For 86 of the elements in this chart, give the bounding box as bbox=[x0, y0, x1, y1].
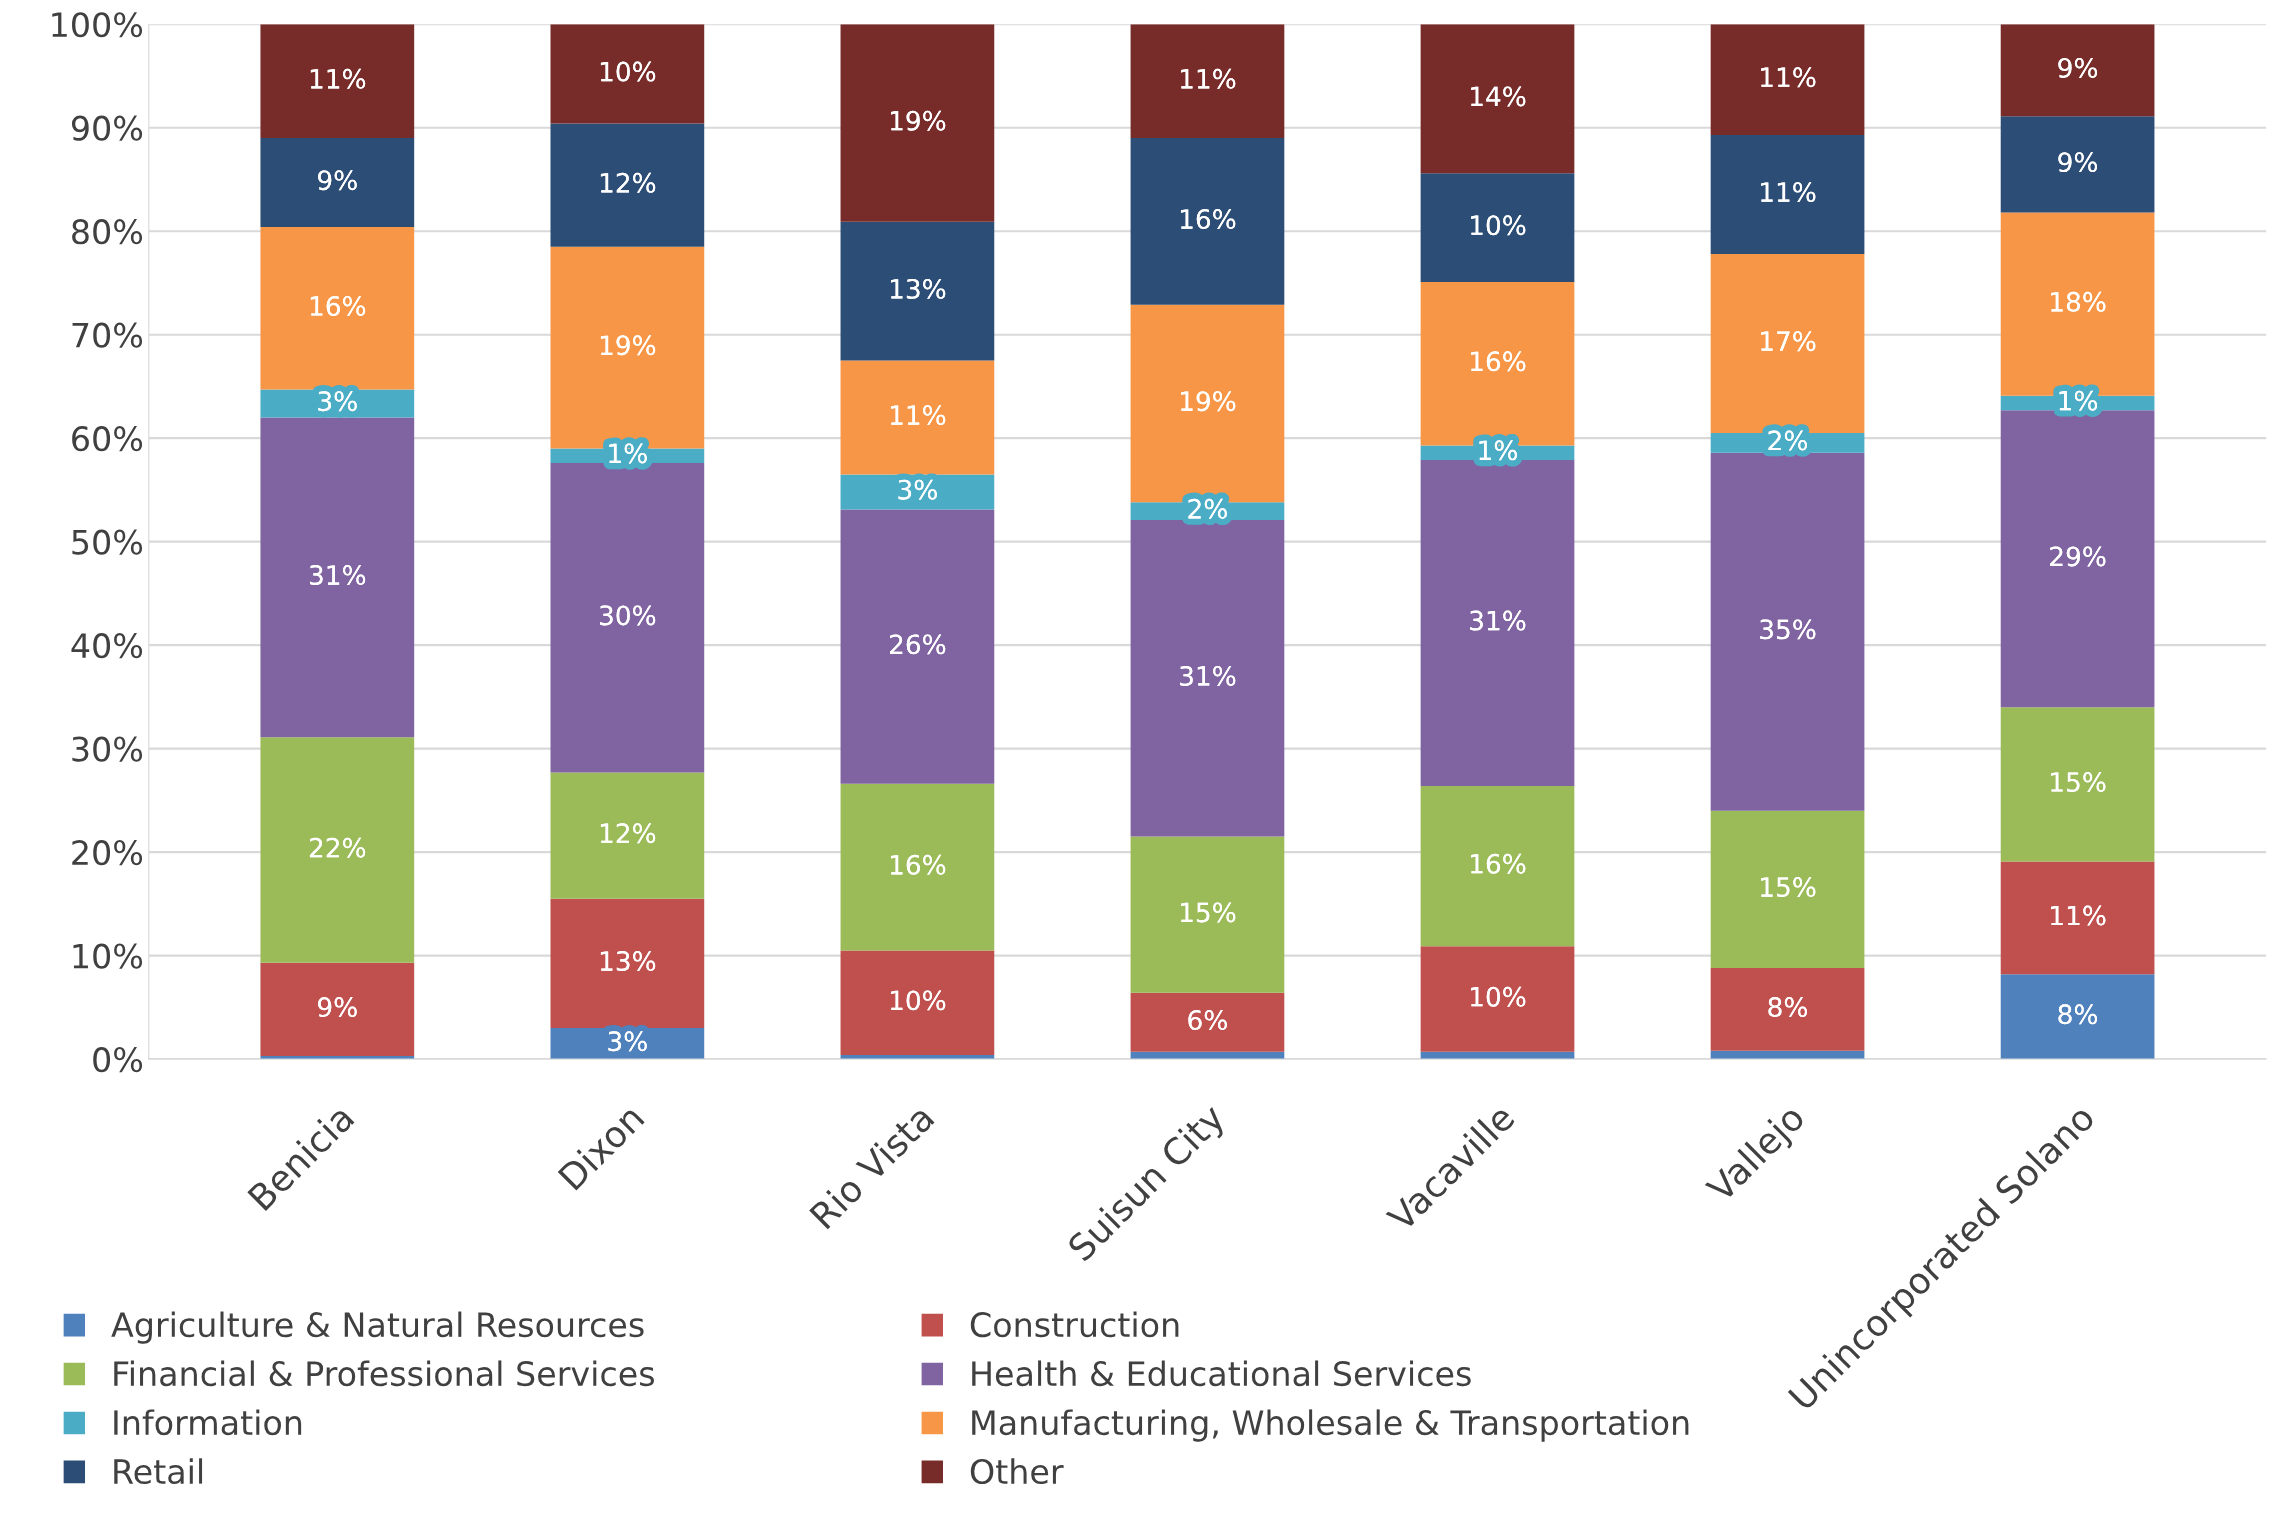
data-label: 35% bbox=[1760, 619, 1816, 640]
data-label: 16% bbox=[1471, 351, 1526, 372]
data-label: 13% bbox=[890, 278, 946, 299]
data-label: 9% bbox=[2058, 152, 2098, 173]
data-label: 11% bbox=[2051, 905, 2106, 926]
bar bbox=[550, 123, 705, 247]
data-label: 10% bbox=[600, 61, 656, 82]
bar bbox=[1420, 459, 1575, 786]
data-label: 11% bbox=[1761, 67, 1816, 88]
data-label: 12% bbox=[600, 823, 656, 844]
data-label: 29% bbox=[2050, 546, 2106, 567]
data-label: 19% bbox=[890, 110, 946, 131]
bar bbox=[840, 509, 995, 784]
bar bbox=[2000, 116, 2155, 213]
data-label: 15% bbox=[1761, 877, 1816, 898]
y-tick-label: 30% bbox=[72, 736, 143, 762]
y-tick-label: 70% bbox=[72, 322, 143, 348]
data-label: 31% bbox=[310, 565, 366, 586]
bar bbox=[1710, 452, 1865, 811]
data-label: 22% bbox=[309, 837, 366, 858]
data-label: 15% bbox=[1181, 902, 1236, 923]
legend-label: Health & Educational Services bbox=[972, 1360, 1471, 1387]
bar bbox=[260, 138, 415, 228]
legend-label: Information bbox=[114, 1409, 302, 1436]
data-label: 10% bbox=[1471, 215, 1526, 236]
data-label: 19% bbox=[600, 335, 656, 356]
bar bbox=[1420, 24, 1575, 174]
bar bbox=[840, 221, 995, 361]
data-label: 16% bbox=[890, 854, 946, 875]
bar bbox=[260, 227, 415, 390]
y-tick-label: 0% bbox=[93, 1047, 143, 1073]
legend-label: Other bbox=[970, 1458, 1064, 1485]
bar bbox=[1420, 785, 1575, 947]
data-label: 30% bbox=[600, 605, 656, 626]
data-label: 10% bbox=[1471, 986, 1526, 1007]
data-label: 16% bbox=[1471, 853, 1526, 874]
bar bbox=[2000, 707, 2155, 862]
bar bbox=[1130, 138, 1285, 305]
data-label: 11% bbox=[890, 405, 946, 426]
bar bbox=[1130, 519, 1285, 837]
y-tick-label: 20% bbox=[72, 840, 143, 866]
data-label: 17% bbox=[1761, 331, 1816, 352]
bar bbox=[260, 962, 415, 1056]
legend-label: Construction bbox=[970, 1311, 1179, 1338]
bar bbox=[1130, 836, 1285, 993]
data-label: 19% bbox=[1181, 391, 1236, 412]
bar bbox=[550, 772, 705, 899]
y-tick-label: 10% bbox=[73, 943, 143, 969]
bar bbox=[550, 463, 705, 773]
data-label: 16% bbox=[310, 295, 366, 316]
data-label: 8% bbox=[2058, 1004, 2098, 1025]
data-label: 31% bbox=[1180, 665, 1236, 686]
y-tick-label: 80% bbox=[72, 219, 143, 245]
data-label: 11% bbox=[1761, 182, 1816, 203]
bar bbox=[260, 737, 415, 963]
data-label: 9% bbox=[318, 170, 357, 191]
y-tick-label: 50% bbox=[72, 529, 143, 555]
data-label: 18% bbox=[2051, 291, 2106, 312]
data-label: 10% bbox=[890, 990, 946, 1011]
bar bbox=[840, 24, 995, 222]
data-label: 12% bbox=[600, 172, 656, 193]
data-label: 9% bbox=[318, 997, 357, 1018]
legend-label: Retail bbox=[114, 1458, 203, 1485]
legend-label: Agriculture & Natural Resources bbox=[111, 1311, 644, 1344]
y-tick-label: 90% bbox=[71, 115, 143, 141]
bar bbox=[840, 783, 995, 951]
data-label: 15% bbox=[2051, 772, 2106, 792]
legend-label: Manufacturing, Wholesale & Transportation bbox=[972, 1409, 1689, 1442]
bar bbox=[260, 417, 415, 738]
data-label: 13% bbox=[600, 951, 656, 972]
bar bbox=[2000, 410, 2155, 708]
data-label: 14% bbox=[1471, 86, 1526, 107]
y-tick-label: 60% bbox=[72, 426, 143, 452]
data-label: 11% bbox=[310, 68, 366, 89]
data-label: 8% bbox=[1768, 997, 1808, 1018]
y-tick-label: 100% bbox=[52, 12, 143, 38]
legend-label: Financial & Professional Services bbox=[114, 1360, 654, 1387]
bar bbox=[550, 898, 705, 1029]
data-label: 31% bbox=[1470, 610, 1526, 631]
data-label: 11% bbox=[1181, 68, 1236, 89]
data-label: 16% bbox=[1181, 209, 1236, 230]
bar bbox=[1710, 810, 1865, 969]
data-label: 9% bbox=[2058, 57, 2098, 78]
y-tick-label: 40% bbox=[71, 633, 143, 659]
data-label: 26% bbox=[890, 634, 946, 655]
data-label: 6% bbox=[1188, 1010, 1227, 1031]
